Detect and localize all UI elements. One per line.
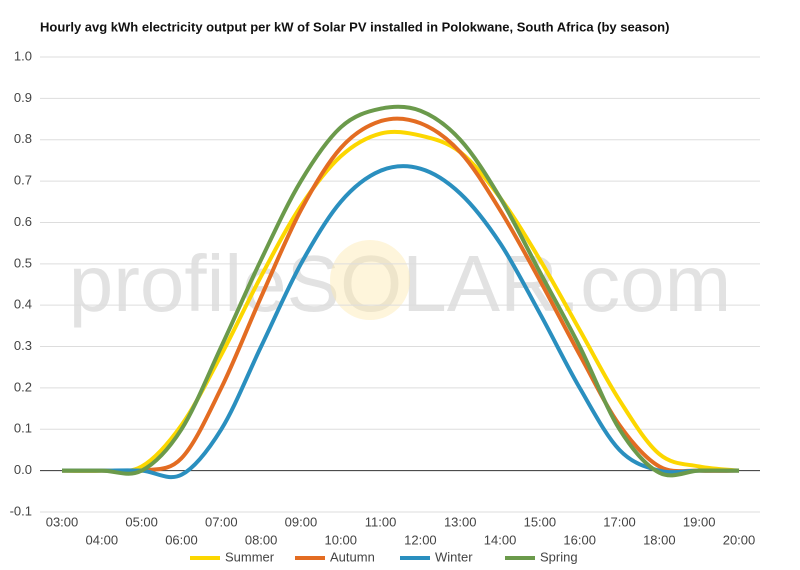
legend-label: Winter bbox=[435, 549, 473, 564]
x-tick-label: 05:00 bbox=[125, 514, 158, 529]
y-tick-label: 0.0 bbox=[14, 462, 32, 477]
x-tick-label: 08:00 bbox=[245, 532, 278, 547]
x-tick-label: 07:00 bbox=[205, 514, 238, 529]
y-tick-label: 0.7 bbox=[14, 173, 32, 188]
x-tick-label: 10:00 bbox=[324, 532, 357, 547]
x-tick-label: 06:00 bbox=[165, 532, 198, 547]
watermark: profileSOLAR.com bbox=[69, 239, 731, 328]
y-tick-label: 0.5 bbox=[14, 255, 32, 270]
y-tick-label: 0.4 bbox=[14, 297, 32, 312]
series-line bbox=[61, 164, 739, 480]
series-line bbox=[61, 104, 740, 478]
y-tick-label: -0.1 bbox=[10, 503, 32, 518]
y-tick-label: 1.0 bbox=[14, 48, 32, 63]
y-tick-label: 0.9 bbox=[14, 90, 32, 105]
x-tick-label: 14:00 bbox=[484, 532, 517, 547]
y-tick-label: 0.8 bbox=[14, 131, 32, 146]
legend-label: Spring bbox=[540, 549, 578, 564]
x-tick-label: 11:00 bbox=[365, 514, 397, 529]
y-tick-label: 0.3 bbox=[14, 338, 32, 353]
y-tick-label: 0.2 bbox=[14, 379, 32, 394]
watermark-sun bbox=[330, 240, 410, 320]
x-tick-label: 03:00 bbox=[46, 514, 79, 529]
x-tick-label: 17:00 bbox=[603, 514, 636, 529]
legend-label: Autumn bbox=[330, 549, 375, 564]
legend-label: Summer bbox=[225, 549, 275, 564]
x-tick-label: 13:00 bbox=[444, 514, 477, 529]
y-tick-label: 0.1 bbox=[14, 421, 32, 436]
series-line bbox=[61, 129, 740, 474]
x-tick-label: 20:00 bbox=[723, 532, 756, 547]
x-tick-label: 18:00 bbox=[643, 532, 676, 547]
chart-title: Hourly avg kWh electricity output per kW… bbox=[40, 19, 669, 34]
x-tick-label: 12:00 bbox=[404, 532, 437, 547]
series-line bbox=[61, 116, 740, 474]
x-tick-label: 19:00 bbox=[683, 514, 716, 529]
x-tick-label: 16:00 bbox=[563, 532, 596, 547]
x-tick-label: 04:00 bbox=[86, 532, 119, 547]
x-tick-label: 15:00 bbox=[524, 514, 557, 529]
y-tick-label: 0.6 bbox=[14, 214, 32, 229]
x-tick-label: 09:00 bbox=[285, 514, 318, 529]
